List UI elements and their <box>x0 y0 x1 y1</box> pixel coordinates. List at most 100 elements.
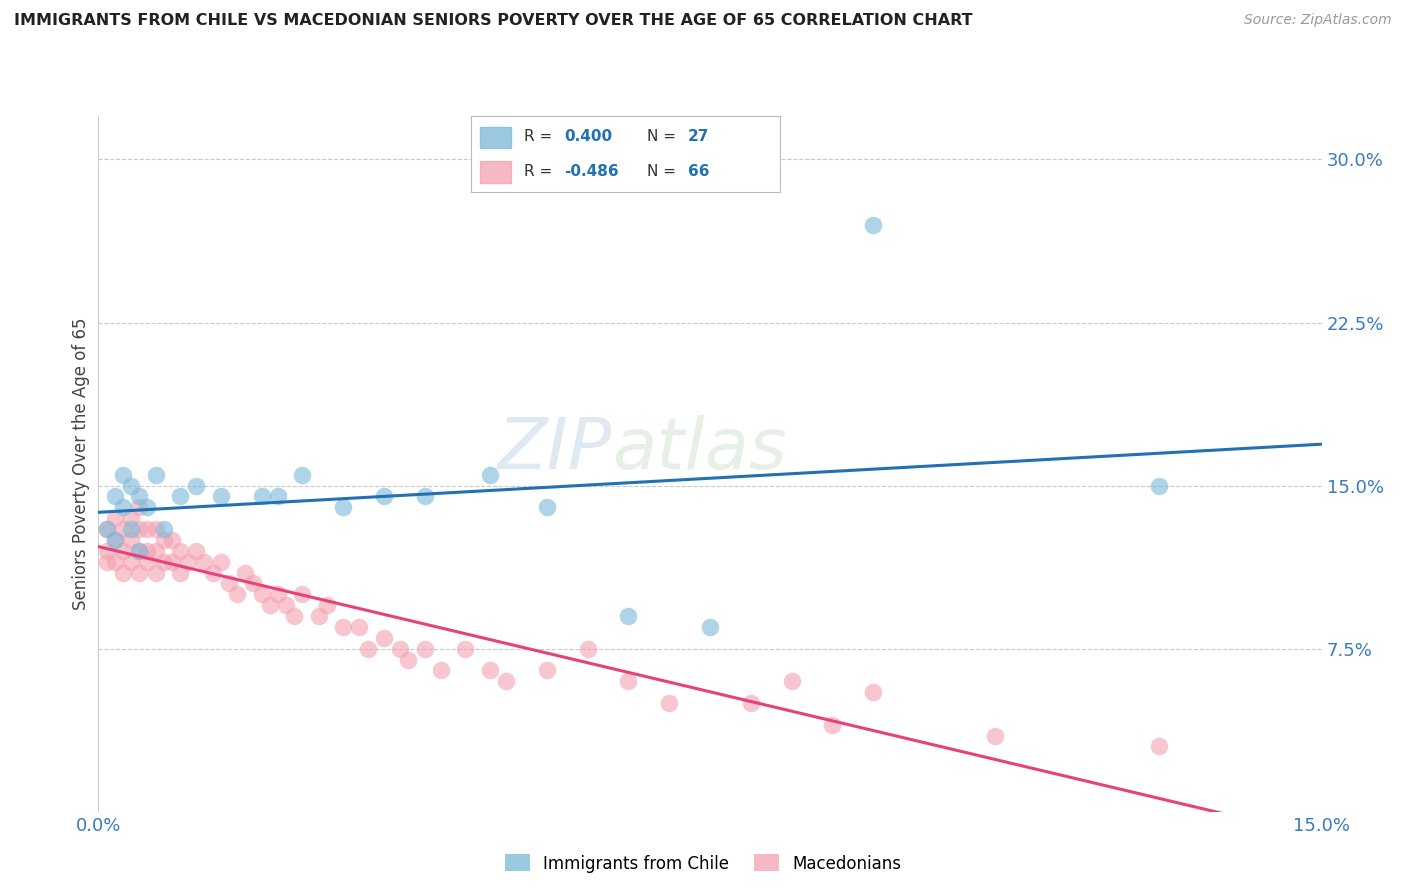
Point <box>136 555 159 569</box>
Text: atlas: atlas <box>612 416 787 484</box>
Point <box>177 555 200 569</box>
Point <box>454 641 477 656</box>
Point <box>120 533 142 547</box>
Point <box>740 696 762 710</box>
Point <box>160 533 183 547</box>
Point <box>136 500 159 515</box>
Point <box>780 674 803 689</box>
Point <box>1147 739 1170 754</box>
Point <box>267 587 290 601</box>
Point <box>332 500 354 515</box>
Point <box>136 522 159 536</box>
Point <box>169 566 191 580</box>
Point <box>291 587 314 601</box>
Point <box>193 555 215 569</box>
Point <box>617 674 640 689</box>
Point <box>349 620 371 634</box>
Point <box>250 490 273 504</box>
Point <box>536 500 558 515</box>
Point <box>160 555 183 569</box>
Point <box>128 566 150 580</box>
Point <box>120 555 142 569</box>
Point <box>259 598 281 612</box>
Point <box>128 500 150 515</box>
Point <box>128 522 150 536</box>
Point <box>128 544 150 558</box>
Text: 0.400: 0.400 <box>564 129 612 145</box>
Point <box>389 641 412 656</box>
Text: -0.486: -0.486 <box>564 164 619 179</box>
Point <box>152 555 174 569</box>
Bar <box>481 127 512 148</box>
Bar <box>481 161 512 183</box>
Point <box>169 490 191 504</box>
Point <box>862 685 884 699</box>
Text: IMMIGRANTS FROM CHILE VS MACEDONIAN SENIORS POVERTY OVER THE AGE OF 65 CORRELATI: IMMIGRANTS FROM CHILE VS MACEDONIAN SENI… <box>14 13 973 29</box>
Point <box>186 544 208 558</box>
Point <box>111 544 134 558</box>
Point <box>96 555 118 569</box>
Point <box>201 566 224 580</box>
Point <box>821 717 844 731</box>
Point <box>96 522 118 536</box>
Point <box>984 729 1007 743</box>
Point <box>356 641 378 656</box>
Legend: Immigrants from Chile, Macedonians: Immigrants from Chile, Macedonians <box>498 847 908 880</box>
Point <box>218 576 240 591</box>
Point <box>862 218 884 232</box>
Point <box>291 467 314 482</box>
Point <box>169 544 191 558</box>
Point <box>1147 478 1170 492</box>
Point <box>120 511 142 525</box>
Point <box>120 522 142 536</box>
Text: Source: ZipAtlas.com: Source: ZipAtlas.com <box>1244 13 1392 28</box>
Text: R =: R = <box>523 164 557 179</box>
Point <box>699 620 721 634</box>
Point <box>186 478 208 492</box>
Point <box>274 598 297 612</box>
Point <box>128 490 150 504</box>
Point <box>267 490 290 504</box>
Text: R =: R = <box>523 129 557 145</box>
Point <box>226 587 249 601</box>
Point <box>111 500 134 515</box>
Point <box>617 609 640 624</box>
Point <box>145 467 167 482</box>
Point <box>145 566 167 580</box>
Point <box>373 490 395 504</box>
Point <box>104 533 127 547</box>
Text: ZIP: ZIP <box>498 416 612 484</box>
Point <box>430 664 453 678</box>
Point <box>413 490 436 504</box>
Point <box>152 522 174 536</box>
Text: 27: 27 <box>688 129 709 145</box>
Point <box>120 478 142 492</box>
Point <box>145 522 167 536</box>
Point <box>209 490 232 504</box>
Point <box>96 544 118 558</box>
Point <box>96 522 118 536</box>
Point <box>373 631 395 645</box>
Point <box>104 490 127 504</box>
Point <box>308 609 330 624</box>
Point <box>413 641 436 656</box>
Point <box>128 544 150 558</box>
Y-axis label: Seniors Poverty Over the Age of 65: Seniors Poverty Over the Age of 65 <box>72 318 90 610</box>
Point <box>658 696 681 710</box>
Point <box>152 533 174 547</box>
Point <box>495 674 517 689</box>
Point <box>145 544 167 558</box>
Point <box>111 522 134 536</box>
Point <box>396 652 419 666</box>
Point <box>233 566 256 580</box>
Point <box>136 544 159 558</box>
Text: N =: N = <box>647 129 681 145</box>
Point <box>104 533 127 547</box>
Point <box>478 467 501 482</box>
Text: N =: N = <box>647 164 681 179</box>
Text: 66: 66 <box>688 164 709 179</box>
Point <box>576 641 599 656</box>
Point <box>104 555 127 569</box>
Point <box>283 609 305 624</box>
Point <box>332 620 354 634</box>
